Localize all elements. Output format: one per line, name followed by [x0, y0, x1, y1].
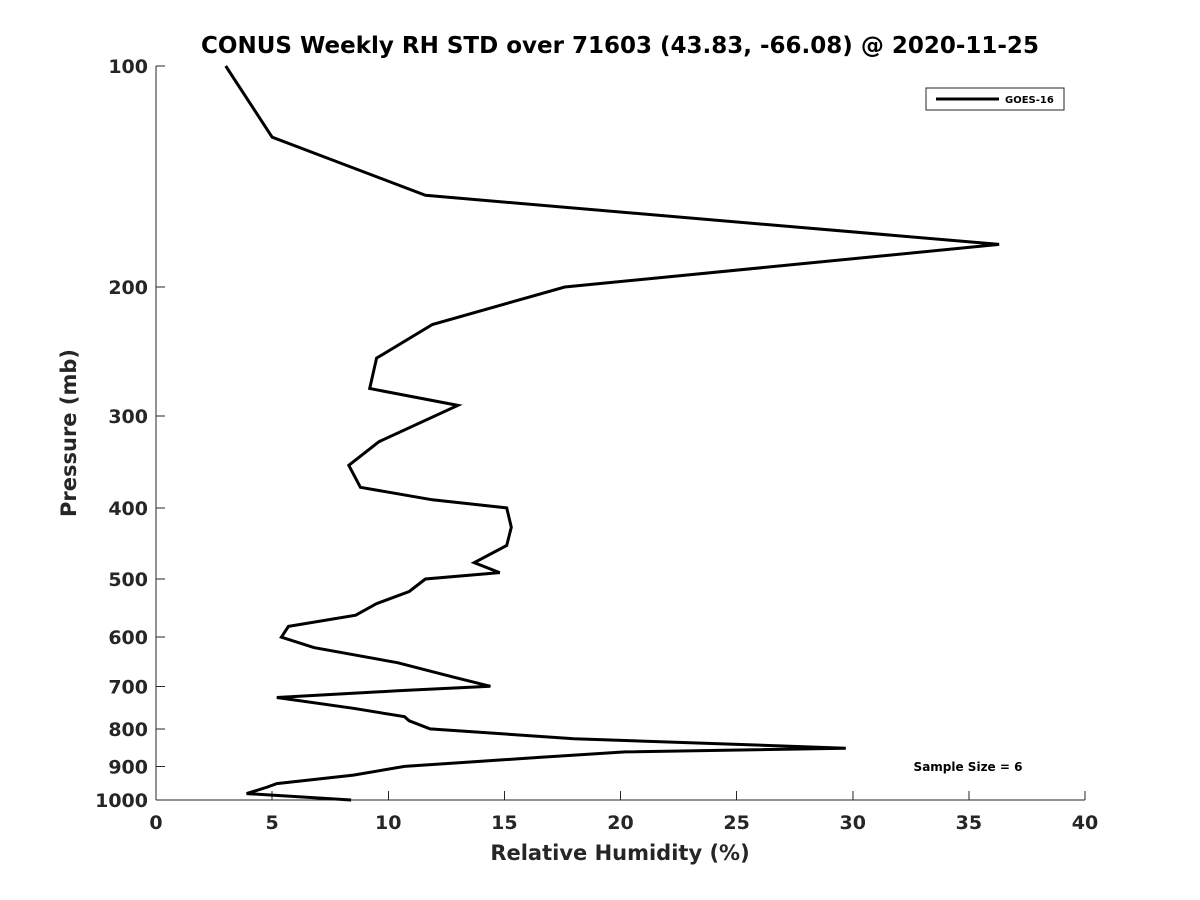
x-tick-label: 40 [1072, 812, 1098, 834]
x-tick-label: 0 [149, 812, 162, 834]
x-tick-label: 35 [956, 812, 982, 834]
y-axis-ticks: 100 200 300 400 500 600 700 800 900 1000 [95, 56, 165, 812]
x-tick-label: 30 [840, 812, 866, 834]
legend-label-goes-16: GOES-16 [1005, 95, 1054, 106]
x-tick-label: 25 [723, 812, 749, 834]
y-axis-label: Pressure (mb) [57, 349, 81, 517]
x-tick-label: 20 [607, 812, 633, 834]
plot-lines [224, 65, 1000, 802]
y-tick-label: 600 [108, 627, 148, 649]
y-tick-label: 300 [108, 406, 148, 428]
y-tick-label: 700 [108, 676, 148, 698]
sample-size-annotation: Sample Size = 6 [914, 760, 1023, 774]
x-axis-label: Relative Humidity (%) [490, 841, 749, 865]
y-tick-label: 500 [108, 569, 148, 591]
y-tick-label: 900 [108, 756, 148, 778]
y-tick-label: 100 [108, 56, 148, 78]
y-tick-label: 800 [108, 719, 148, 741]
series-line-goes-16 [224, 65, 1000, 802]
y-tick-label: 400 [108, 498, 148, 520]
x-axis-ticks: 0 5 10 15 20 25 30 35 40 [149, 791, 1098, 834]
y-tick-label: 1000 [95, 790, 148, 812]
x-tick-label: 5 [266, 812, 279, 834]
y-tick-label: 200 [108, 277, 148, 299]
chart-title: CONUS Weekly RH STD over 71603 (43.83, -… [201, 33, 1039, 59]
x-tick-label: 10 [375, 812, 401, 834]
legend: GOES-16 [925, 87, 1065, 111]
x-tick-label: 15 [491, 812, 517, 834]
